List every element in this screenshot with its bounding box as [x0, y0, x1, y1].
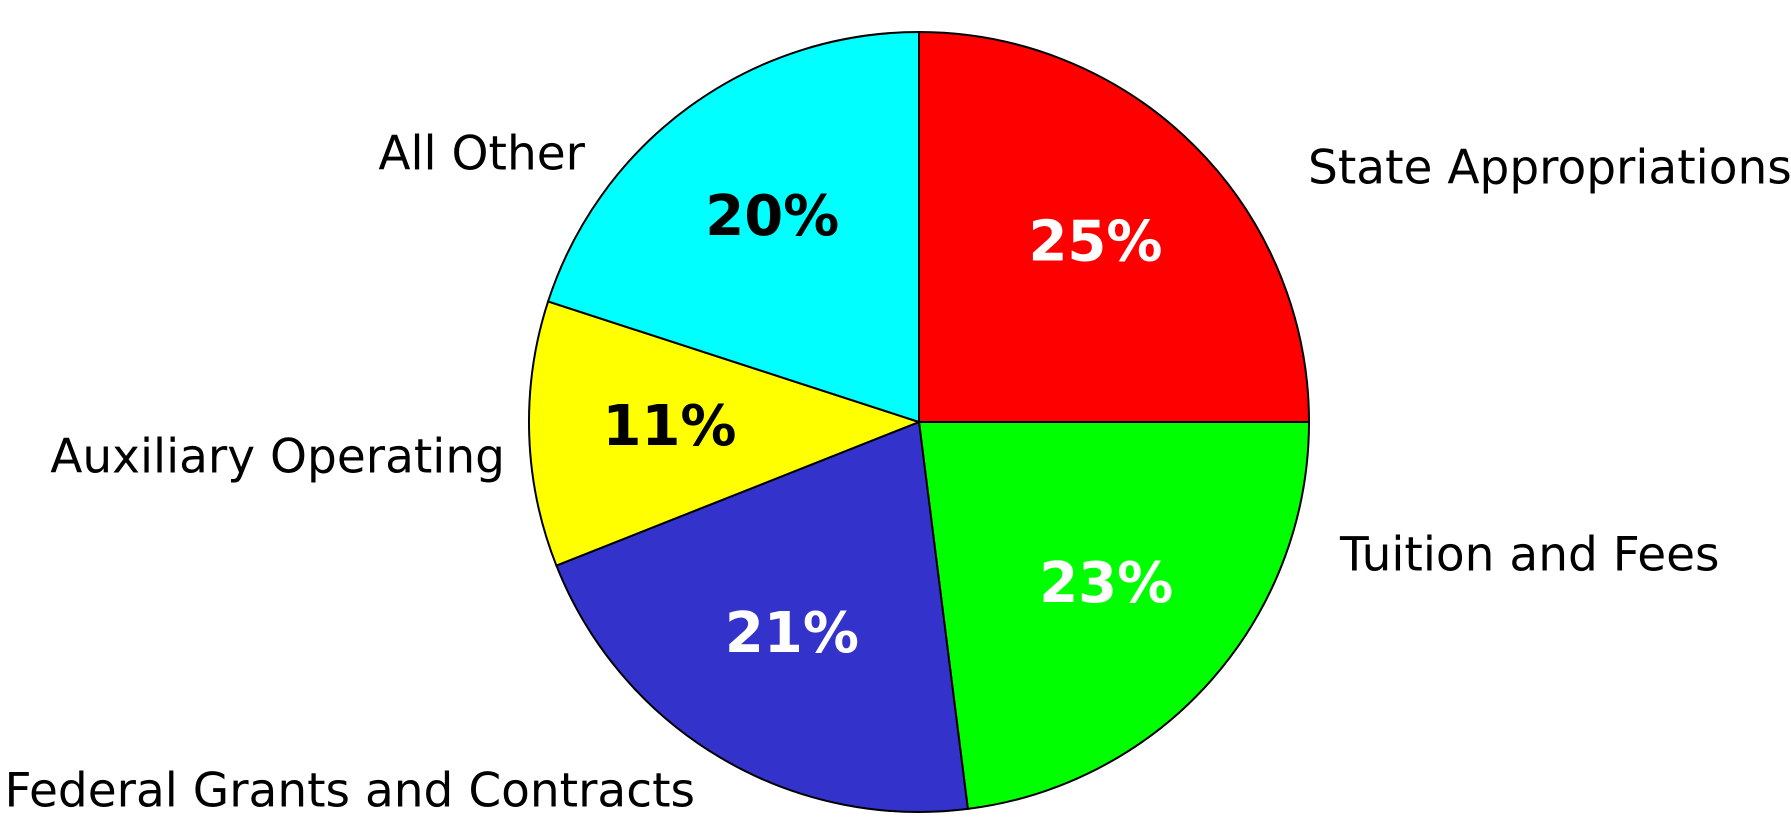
slice-value-label: 23% [1039, 551, 1173, 616]
pie-slice [528, 300, 922, 567]
slice-value-label: 11% [602, 394, 736, 459]
pie-slice [918, 30, 1311, 423]
slice-value-label: 21% [725, 601, 859, 666]
category-label: Tuition and Fees [1339, 528, 1720, 583]
category-label: Auxiliary Operating [50, 430, 505, 485]
slice-value-label: 25% [1028, 210, 1162, 275]
category-label: State Appropriations [1308, 141, 1791, 196]
pie-slice [917, 421, 1311, 811]
category-label: All Other [378, 127, 585, 182]
pie-slice [546, 30, 920, 424]
slice-value-label: 20% [705, 184, 839, 249]
category-label: Federal Grants and Contracts [5, 764, 695, 819]
pie-slice [555, 420, 969, 813]
